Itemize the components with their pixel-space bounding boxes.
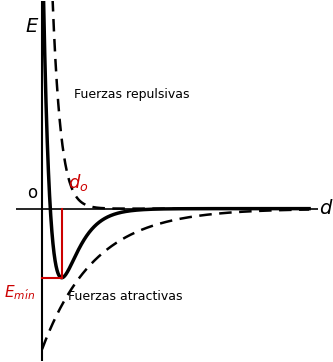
Text: $d_o$: $d_o$ — [68, 172, 88, 193]
Text: o: o — [27, 184, 37, 202]
Text: Fuerzas repulsivas: Fuerzas repulsivas — [74, 88, 189, 101]
Text: d: d — [319, 199, 332, 218]
Text: E: E — [26, 17, 38, 36]
Text: $E_{m\acute{\imath}n}$: $E_{m\acute{\imath}n}$ — [4, 283, 35, 302]
Text: Fuerzas atractivas: Fuerzas atractivas — [68, 290, 182, 303]
